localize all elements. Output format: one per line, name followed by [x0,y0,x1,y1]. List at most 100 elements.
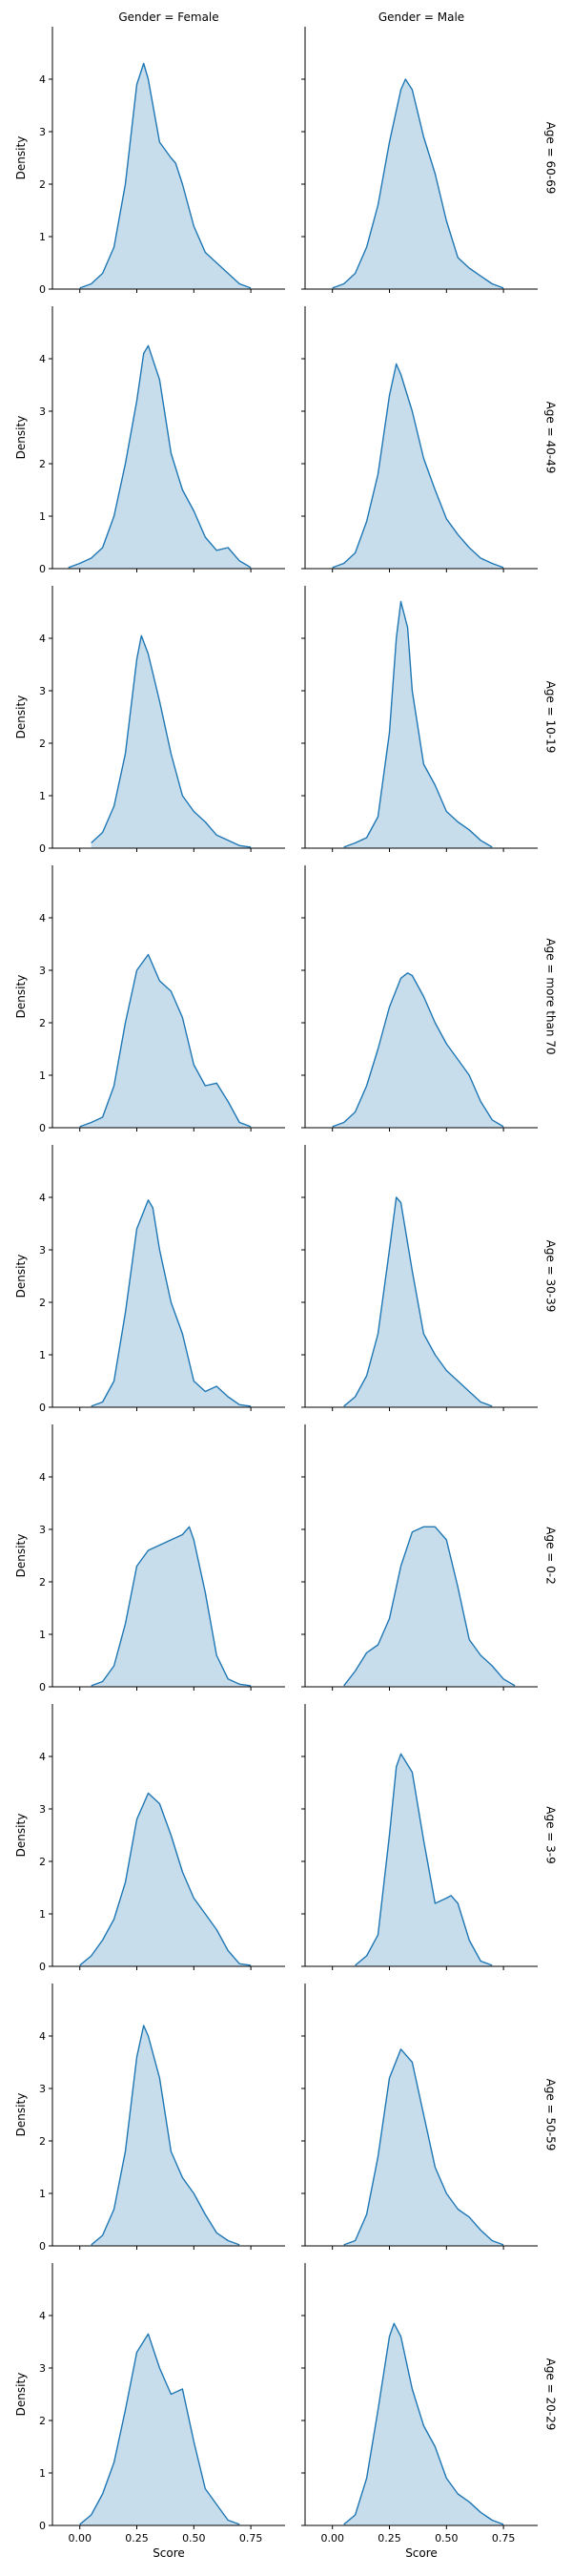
density-line [91,1526,252,1687]
y-tick-label: 4 [39,1192,46,1204]
y-tick-label: 1 [39,2467,46,2480]
y-tick-label: 2 [39,1017,46,1029]
density-line [332,78,504,289]
panel-2-1 [301,586,538,852]
x-axis-label: Score [153,2546,185,2560]
row-title-2: Age = 10-19 [544,681,558,754]
y-tick-label: 1 [39,1908,46,1921]
density-line [332,972,504,1128]
density-area [332,79,504,289]
density-line [79,2333,240,2525]
y-axis-label: Density [14,416,28,460]
row-title-3: Age = more than 70 [544,938,558,1054]
y-tick-label: 1 [39,231,46,243]
y-tick-label: 0 [39,1961,46,1973]
density-line [91,2025,240,2246]
density-area [332,364,504,569]
panel-5-1 [301,1424,538,1691]
y-tick-label: 0 [39,2520,46,2532]
y-tick-label: 2 [39,2415,46,2427]
y-tick-label: 4 [39,2310,46,2322]
density-area [68,345,252,569]
panel-7-0: 0 1 2 3 4 Density [14,1984,285,2253]
density-line [79,62,252,289]
x-tick-label: 0.75 [492,2532,516,2545]
y-tick-label: 2 [39,2135,46,2148]
y-tick-label: 3 [39,965,46,977]
density-line [91,1199,252,1407]
y-axis-label: Density [14,1534,28,1578]
panel-4-1 [301,1145,538,1411]
y-tick-label: 3 [39,405,46,418]
panel-7-1 [301,1984,538,2250]
panel-3-0: 0 1 2 3 4 Density [14,865,285,1134]
x-axis-label: Score [405,2546,438,2560]
density-line [343,600,493,848]
column-title-0: Gender = Female [118,10,218,24]
y-tick-label: 4 [39,633,46,645]
y-axis-label: Density [14,975,28,1019]
y-tick-label: 2 [39,458,46,470]
y-tick-label: 3 [39,1803,46,1816]
y-tick-label: 3 [39,2362,46,2375]
x-tick-label: 0.00 [68,2532,92,2545]
density-area [355,1754,493,1966]
panel-4-0: 0 1 2 3 4 Density [14,1145,285,1414]
y-tick-label: 4 [39,73,46,86]
density-area [79,1793,252,1966]
density-line [343,1526,516,1687]
density-area [79,63,252,289]
density-area [343,2048,504,2246]
y-axis-label: Density [14,136,28,180]
row-title-7: Age = 50-59 [544,2079,558,2151]
panel-1-1 [301,306,538,572]
y-tick-label: 2 [39,178,46,191]
y-tick-label: 0 [39,1122,46,1134]
row-title-1: Age = 40-49 [544,402,558,474]
density-line [79,1792,252,1966]
panel-0-0: 0 1 2 3 4 Density [14,27,285,296]
density-area [332,972,504,1128]
row-title-4: Age = 30-39 [544,1240,558,1313]
panel-6-0: 0 1 2 3 4 Density [14,1704,285,1973]
panel-0-1 [301,27,538,293]
y-tick-label: 3 [39,685,46,697]
density-line [79,953,252,1128]
panel-5-0: 0 1 2 3 4 Density [14,1424,285,1693]
y-tick-label: 4 [39,353,46,365]
y-tick-label: 3 [39,1524,46,1536]
panel-8-0: 0 1 2 3 4 0.00 0.25 0.50 0.75 Density Score [14,2263,285,2560]
row-title-6: Age = 3-9 [544,1806,558,1864]
y-tick-label: 2 [39,1856,46,1868]
y-tick-label: 4 [39,1751,46,1763]
x-tick-label: 0.75 [239,2532,263,2545]
panel-2-0: 0 1 2 3 4 Density [14,586,285,855]
y-axis-label: Density [14,2093,28,2137]
y-tick-label: 4 [39,1471,46,1484]
y-tick-label: 2 [39,1297,46,1309]
panel-6-1 [301,1704,538,1970]
y-tick-label: 2 [39,1576,46,1589]
density-area [343,601,493,848]
y-axis-label: Density [14,1255,28,1298]
y-tick-label: 3 [39,2083,46,2095]
density-area [343,1527,516,1687]
y-axis-label: Density [14,1814,28,1858]
y-axis-label: Density [14,696,28,739]
y-axis-label: Density [14,2373,28,2417]
density-line [343,2322,504,2525]
y-tick-label: 4 [39,912,46,924]
density-area [91,635,252,848]
panel-3-1 [301,865,538,1132]
y-tick-label: 1 [39,790,46,802]
y-tick-label: 0 [39,283,46,296]
y-tick-label: 0 [39,2240,46,2253]
row-title-5: Age = 0-2 [544,1527,558,1585]
panel-8-1: 0.00 0.25 0.50 0.75 Score [301,2263,538,2560]
density-area [343,1197,493,1407]
row-title-8: Age = 20-29 [544,2358,558,2431]
column-title-1: Gender = Male [378,10,464,24]
y-tick-label: 2 [39,737,46,750]
y-tick-label: 0 [39,563,46,575]
